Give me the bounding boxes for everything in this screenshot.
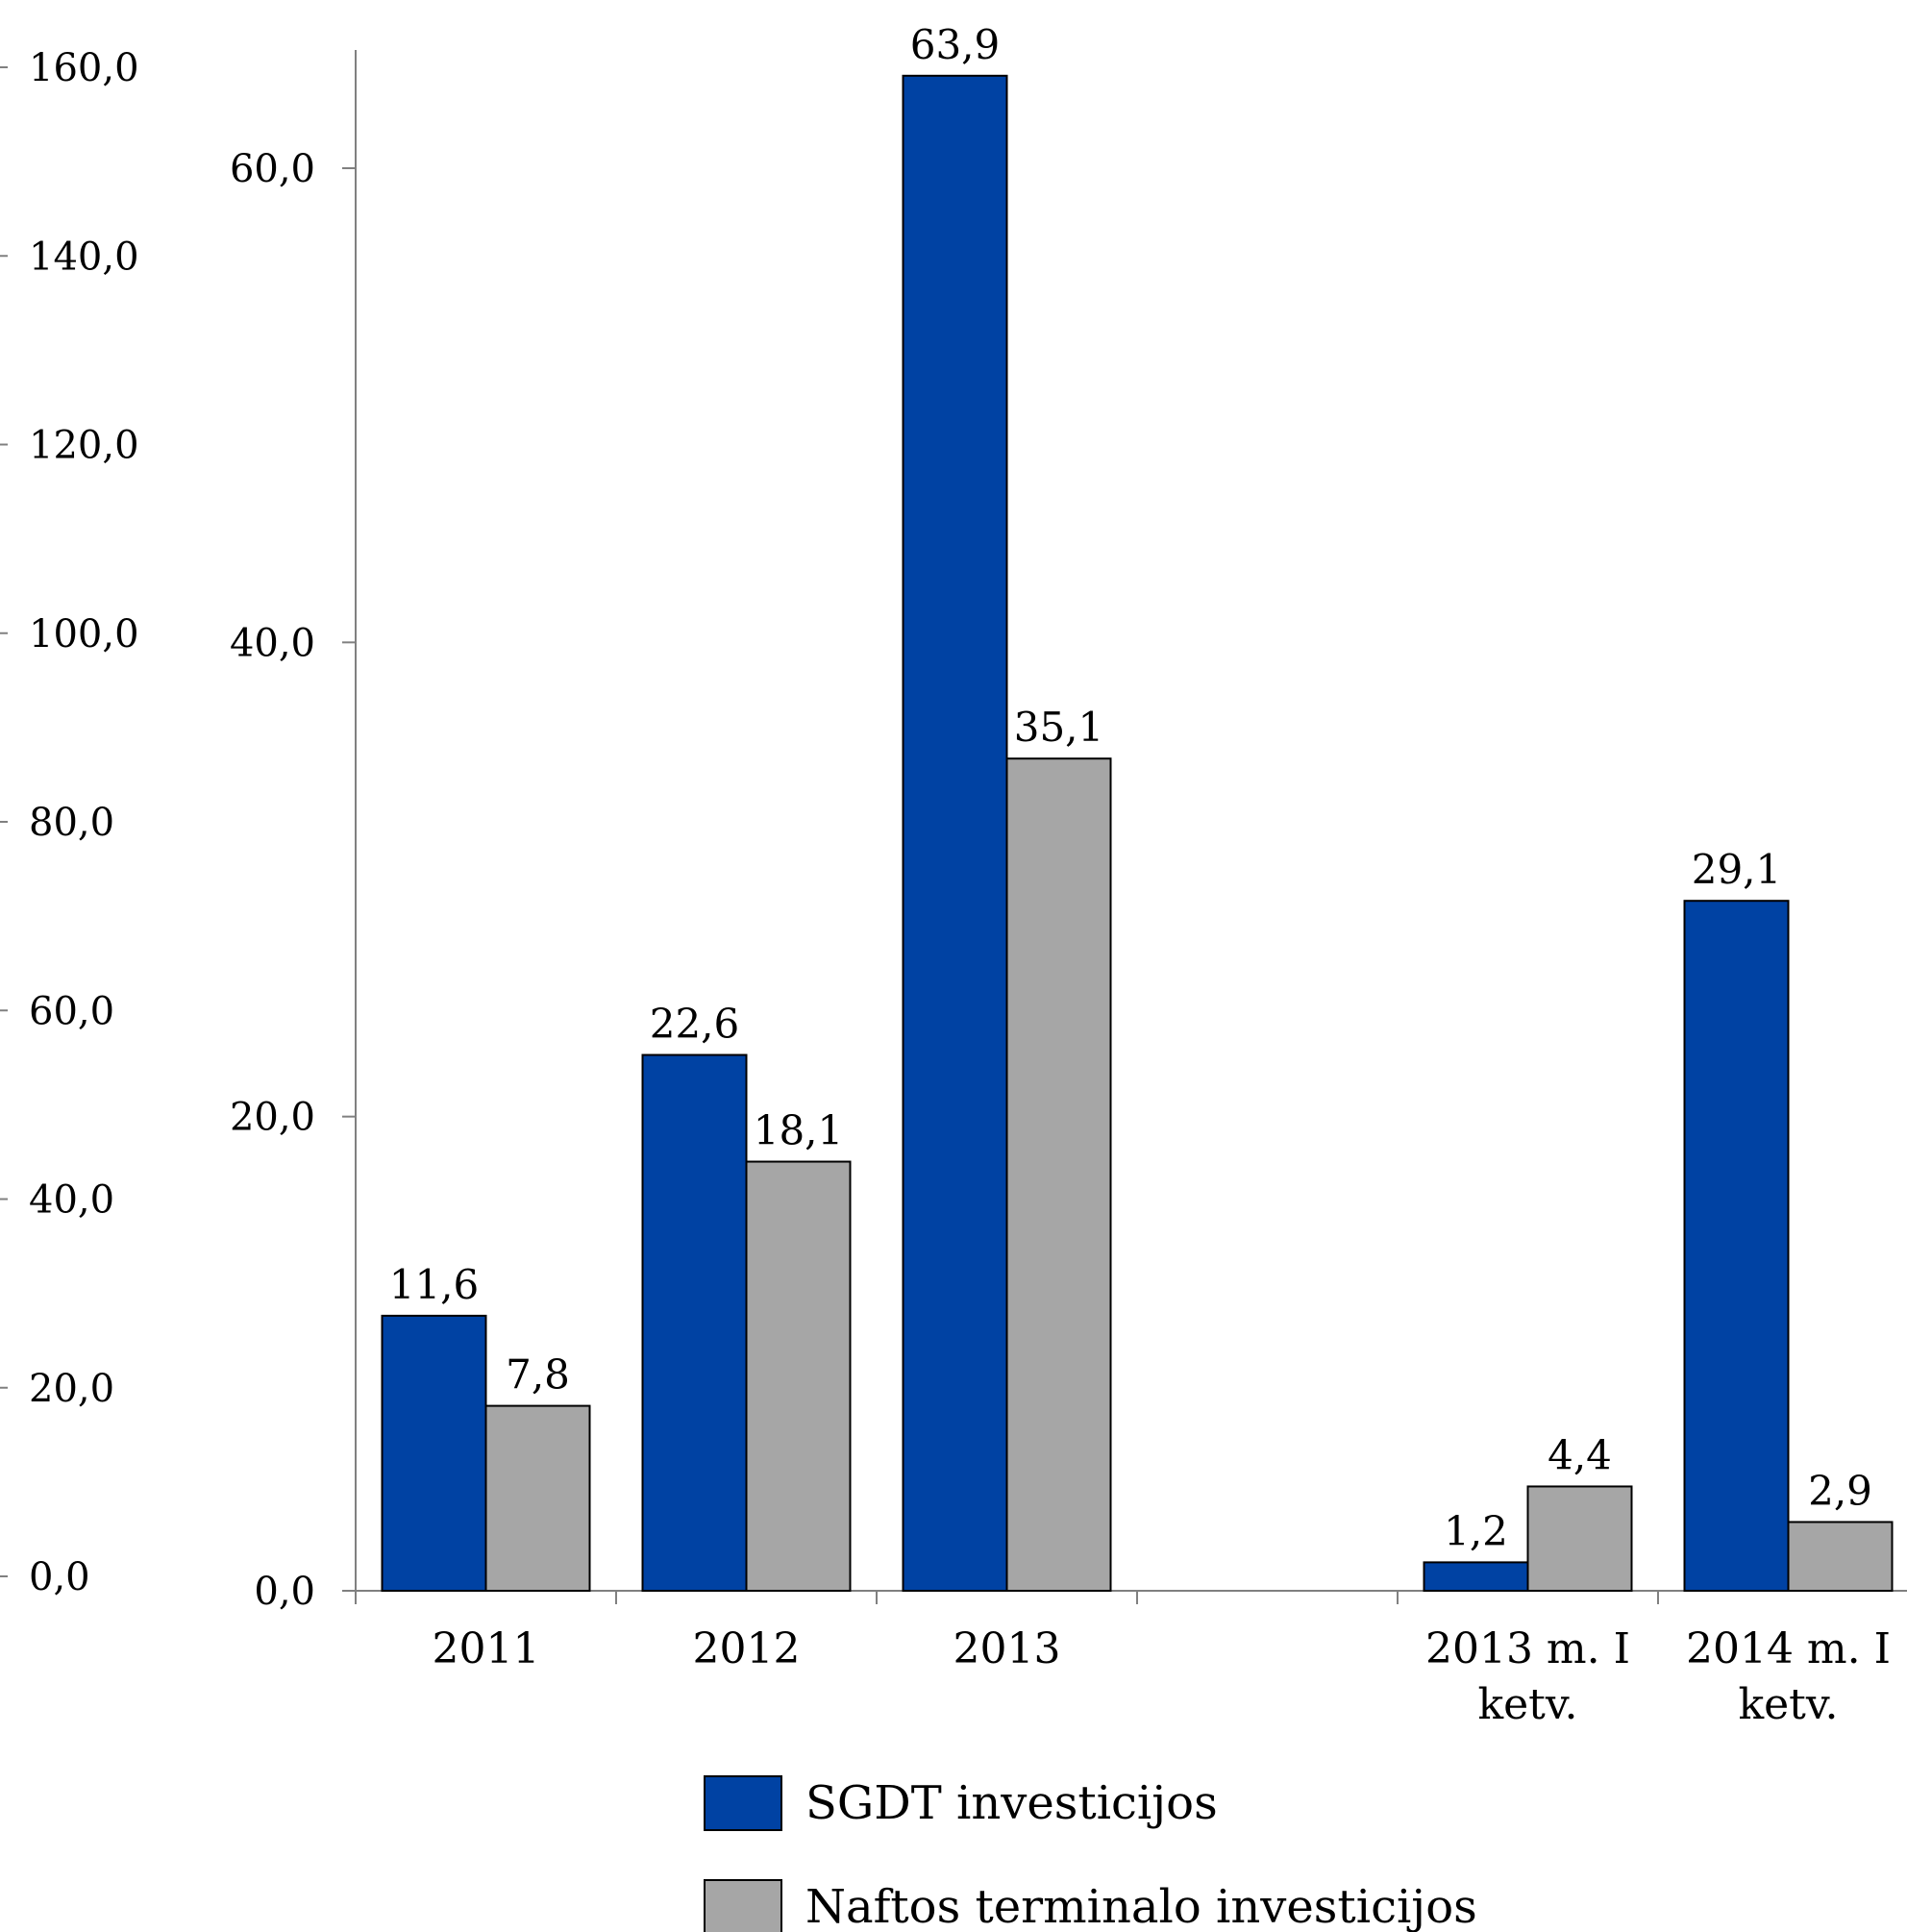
secondary-tick-label: 80,0: [29, 801, 114, 845]
secondary-tick-label: 160,0: [29, 46, 139, 90]
data-label: 29,1: [1692, 846, 1782, 893]
primary-y-axis: 0,0 20,0 40,0 60,0: [230, 50, 357, 1614]
naftos-bar: [1005, 757, 1112, 1592]
category-label: 2012: [693, 1624, 801, 1673]
secondary-y-axis: 0,0 20,0 40,0 60,0 80,0 100,0 120,0 140,0 160,0: [0, 46, 139, 1599]
legend-label: Naftos terminalo investicijos: [805, 1880, 1477, 1932]
legend-swatch: [704, 1775, 782, 1831]
category-label: 2011: [433, 1624, 540, 1673]
secondary-tick-label: 100,0: [29, 612, 139, 656]
primary-tick-label: 0,0: [254, 1570, 315, 1614]
primary-tick-label: 60,0: [230, 147, 315, 191]
naftos-bar: [745, 1160, 852, 1592]
data-label: 1,2: [1444, 1507, 1508, 1554]
naftos-bar: [484, 1404, 591, 1592]
bars: 11,6 7,8 22,6 18,1 63,9 35,1 1,2 4,4 29,1 2,9: [381, 21, 1894, 1593]
sgdt-bar: [641, 1053, 748, 1592]
legend-label: SGDT investicijos: [805, 1776, 1218, 1830]
x-axis: 2011 2012 2013 2013 m. I ketv. 2014 m. I ketv.: [355, 1590, 1907, 1729]
secondary-tick-label: 40,0: [29, 1178, 114, 1223]
data-label: 63,9: [910, 21, 1001, 68]
data-label: 4,4: [1548, 1431, 1612, 1478]
category-label: 2014 m. I: [1686, 1624, 1891, 1673]
sgdt-bar: [902, 74, 1008, 1592]
naftos-bar: [1526, 1485, 1633, 1593]
data-label: 11,6: [389, 1261, 480, 1308]
data-label: 2,9: [1808, 1467, 1872, 1514]
data-label: 7,8: [506, 1351, 570, 1399]
primary-tick-label: 20,0: [230, 1096, 315, 1140]
category-label: ketv.: [1477, 1680, 1577, 1729]
sgdt-bar: [381, 1314, 487, 1593]
legend: SGDT investicijos Naftos terminalo invest…: [704, 1775, 1477, 1932]
secondary-tick-label: 140,0: [29, 235, 139, 279]
secondary-tick-label: 0,0: [29, 1555, 90, 1599]
category-label: ketv.: [1738, 1680, 1838, 1729]
data-label: 35,1: [1014, 704, 1104, 751]
sgdt-bar: [1423, 1561, 1529, 1593]
primary-tick-label: 40,0: [230, 621, 315, 665]
naftos-bar: [1787, 1521, 1894, 1593]
data-label: 18,1: [754, 1107, 844, 1154]
category-label: 2013 m. I: [1425, 1624, 1630, 1673]
secondary-tick-label: 120,0: [29, 424, 139, 468]
category-label: 2013: [954, 1624, 1061, 1673]
secondary-tick-label: 60,0: [29, 989, 114, 1033]
sgdt-bar: [1683, 900, 1790, 1592]
secondary-tick-label: 20,0: [29, 1367, 114, 1411]
legend-swatch: [704, 1879, 782, 1932]
data-label: 22,6: [650, 1001, 740, 1048]
